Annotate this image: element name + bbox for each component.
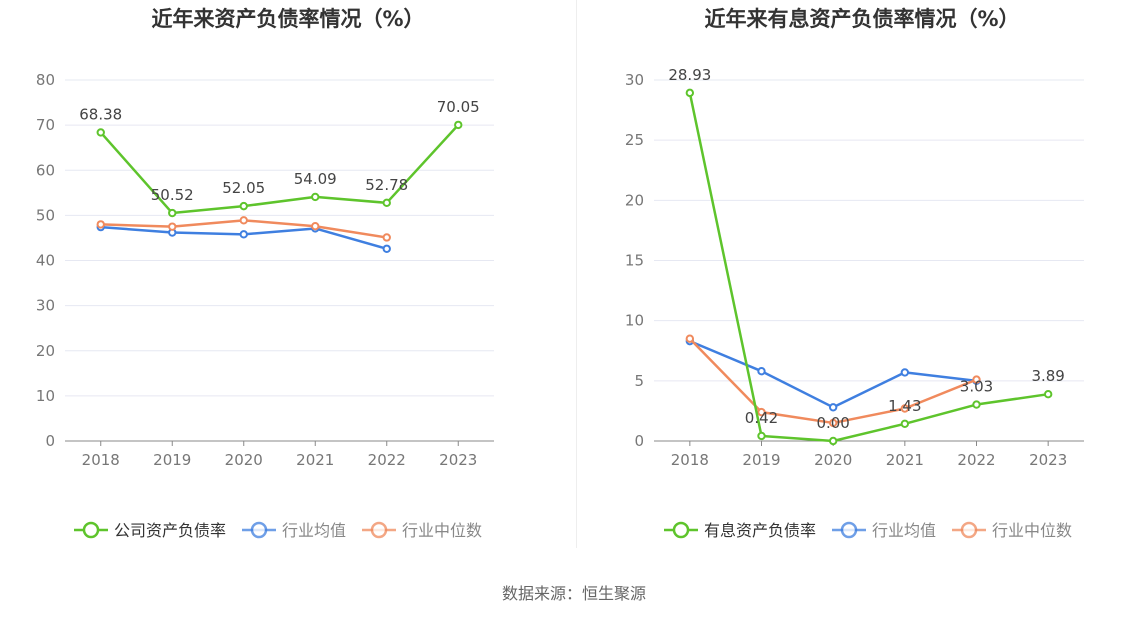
chart-1-legend-marker-1 (840, 521, 858, 539)
chart-0-series-2-point (96, 220, 105, 229)
chart-0-y-tick-label: 0 (45, 432, 55, 450)
chart-1-series-2-point (900, 404, 910, 413)
chart-1-legend-label-1: 行业均值 (872, 521, 936, 540)
chart-1-series-0-point (900, 419, 910, 428)
chart-0-series-2-point (168, 222, 177, 231)
chart-1-x-tick-label: 2023 (1029, 451, 1067, 469)
chart-1-series-2-point (972, 375, 981, 384)
chart-0-y-tick-label: 70 (36, 116, 55, 134)
chart-0-y-tick-label: 10 (36, 387, 55, 405)
chart-0-series-1-point (239, 230, 248, 239)
chart-0-legend-marker-1 (250, 521, 268, 539)
chart-0-x-tick-label: 2023 (439, 451, 477, 469)
chart-1-legend-marker-0 (672, 521, 690, 539)
chart-1-series-2-point (757, 407, 766, 417)
chart-0-series-line-0 (99, 124, 460, 215)
chart-1-x-tick-label: 2020 (814, 451, 852, 469)
chart-1-series-1-point (900, 368, 910, 377)
chart-1-y-tick-label: 20 (625, 191, 644, 209)
chart-0-series-0-point (454, 120, 463, 130)
chart-1-legend-label-2: 行业中位数 (992, 521, 1072, 540)
chart-interest-debt-ratio: 近年来有息资产负债率情况（%） 0 5 10 15 20 25 30 2018 2019 2020 2… (625, 7, 1084, 540)
chart-0-legend-label-1: 行业均值 (282, 521, 346, 540)
chart-1-series-2-point (685, 334, 695, 343)
chart-0-series-0-point (96, 128, 105, 137)
chart-0-x-tick-label: 2021 (296, 451, 334, 469)
chart-0-series-0-point (382, 198, 391, 208)
chart-1-series-0-point (1043, 389, 1053, 399)
chart-1-x-tick-label: 2021 (886, 451, 924, 469)
chart-0-x-tick-label: 2018 (82, 451, 120, 469)
chart-0-x-tick-label: 2020 (225, 451, 263, 469)
chart-0-series-0-point (168, 208, 177, 218)
chart-0-data-label: 70.05 (437, 98, 480, 116)
chart-0-x-tick-label: 2022 (368, 451, 406, 469)
chart-1-y-tick-label: 10 (625, 312, 644, 330)
chart-0-y-tick-label: 40 (36, 252, 55, 270)
chart-0-y-tick-label: 20 (36, 342, 55, 360)
source-note: 数据来源：恒生聚源 (501, 584, 646, 603)
chart-1-y-tick-label: 15 (625, 252, 644, 270)
chart-0-data-label: 52.05 (222, 179, 265, 197)
chart-1-legend-marker-2 (960, 521, 978, 539)
chart-0-y-tick-label: 30 (36, 297, 55, 315)
chart-0-series-2-point (311, 222, 320, 231)
chart-0-series-2-point (382, 233, 391, 242)
chart-1-data-label: 3.03 (960, 378, 993, 396)
chart-0-y-tick-label: 50 (36, 206, 55, 224)
chart-1-data-label: 0.42 (745, 409, 778, 427)
chart-1-legend-label-0: 有息资产负债率 (704, 521, 816, 540)
chart-0-data-label: 52.78 (365, 176, 408, 194)
chart-0-legend-marker-2 (370, 521, 388, 539)
chart-1-data-label: 28.93 (668, 66, 711, 84)
chart-1-series-line-0 (688, 92, 1049, 443)
chart-0-title: 近年来资产负债率情况（%） (151, 7, 424, 31)
chart-1-x-tick-label: 2022 (957, 451, 995, 469)
chart-1-series-0-point (828, 436, 838, 446)
chart-0-legend-label-2: 行业中位数 (402, 521, 482, 540)
chart-1-title: 近年来有息资产负债率情况（%） (704, 7, 1019, 31)
chart-1-data-label: 3.89 (1031, 367, 1064, 385)
chart-0-y-tick-label: 60 (36, 161, 55, 179)
chart-0-series-0-point (311, 192, 320, 202)
chart-debt-ratio: 近年来资产负债率情况（%） 0 10 20 30 40 50 60 70 80 2018 2019 20… (36, 7, 494, 540)
chart-0-series-0-point (239, 201, 248, 211)
chart-0-series-2-point (239, 216, 248, 225)
chart-0-legend-label-0: 公司资产负债率 (114, 521, 226, 540)
chart-1-series-0-point (972, 400, 981, 409)
chart-0-data-label: 54.09 (294, 170, 337, 188)
chart-divider (576, 0, 577, 548)
chart-1-x-tick-label: 2018 (671, 451, 709, 469)
chart-1-series-1-point (757, 367, 766, 376)
chart-1-data-label: 0.00 (816, 414, 849, 432)
chart-1-y-tick-label: 30 (625, 71, 644, 89)
chart-1-series-0-point (685, 88, 695, 98)
chart-1-y-tick-label: 5 (634, 372, 644, 390)
chart-0-series-1-point (382, 244, 391, 253)
chart-0-legend-marker-0 (82, 521, 100, 539)
chart-1-x-tick-label: 2019 (742, 451, 780, 469)
chart-1-y-tick-label: 0 (634, 432, 644, 450)
chart-1-series-0-point (757, 431, 766, 441)
chart-1-data-label: 1.43 (888, 397, 921, 415)
chart-0-x-tick-label: 2019 (153, 451, 191, 469)
chart-0-data-label: 68.38 (79, 105, 122, 123)
chart-1-series-2-point (828, 418, 838, 428)
chart-0-y-tick-label: 80 (36, 71, 55, 89)
chart-0-data-label: 50.52 (151, 186, 194, 204)
chart-1-series-1-point (828, 403, 838, 412)
chart-1-y-tick-label: 25 (625, 131, 644, 149)
